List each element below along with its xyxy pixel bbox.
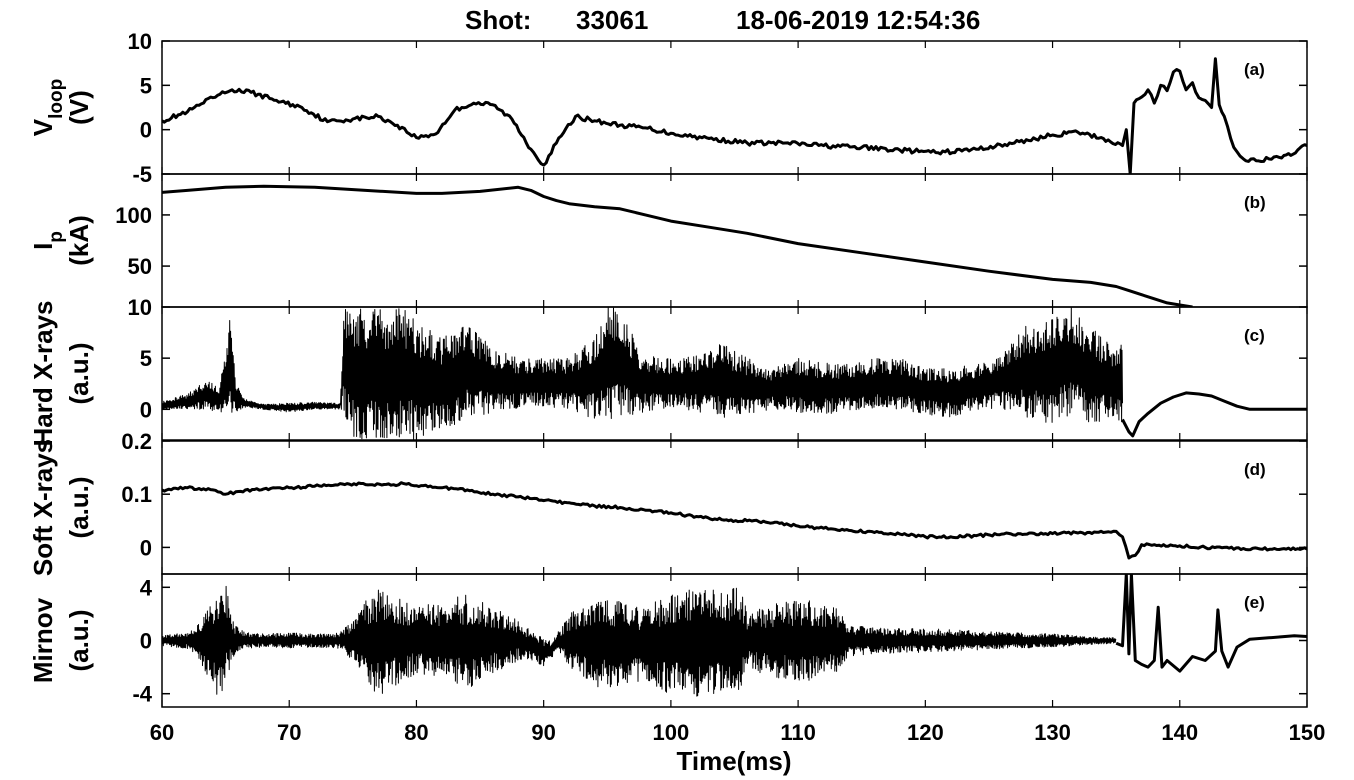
y-axis-unit-c: (a.u.)	[64, 342, 94, 404]
y-tick-label: 100	[115, 203, 152, 228]
y-tick-label: -5	[132, 162, 152, 187]
y-tick-label: 5	[140, 73, 152, 98]
panel-label-d: (d)	[1244, 460, 1266, 479]
panel-label-c: (c)	[1244, 326, 1265, 345]
y-axis-unit-d: (a.u.)	[64, 476, 94, 538]
y-tick-label: 50	[128, 254, 152, 279]
y-axis-label-main: Mirnov	[28, 597, 58, 683]
plot-area	[162, 57, 1307, 174]
y-axis-label-subscript: p	[46, 231, 67, 243]
y-tick-label: 0.2	[121, 429, 152, 454]
x-tick-label: 120	[907, 720, 944, 745]
y-axis-unit-e: (a.u.)	[64, 609, 94, 671]
x-tick-label: 100	[653, 720, 690, 745]
series-line-b	[162, 184, 1193, 307]
series-line-c	[1121, 391, 1307, 438]
y-axis-unit-a: (V)	[64, 90, 94, 125]
y-tick-label: 10	[128, 29, 152, 54]
y-axis-label-c: Hard X-rays	[28, 301, 58, 447]
y-tick-label: 0	[140, 535, 152, 560]
y-axis-label-a: Vloop	[28, 79, 67, 136]
x-tick-label: 150	[1289, 720, 1326, 745]
x-tick-label: 110	[780, 720, 816, 745]
panel-frame	[161, 173, 1308, 308]
x-tick-label: 140	[1161, 720, 1198, 745]
panel-b: 50 100 (b) Ip(kA)	[28, 173, 1308, 308]
y-axis-label-main: V	[28, 118, 58, 136]
x-tick-label: 70	[277, 720, 301, 745]
x-tick-label: 90	[531, 720, 555, 745]
y-axis-unit-b: (kA)	[64, 215, 94, 266]
plot-area	[162, 481, 1307, 560]
y-axis-label-subscript: loop	[46, 79, 67, 119]
signal-trace-e	[162, 585, 1117, 697]
panel-label-a: (a)	[1244, 60, 1265, 79]
plot-area	[162, 184, 1193, 307]
x-axis-label: Time(ms)	[676, 746, 791, 776]
y-tick-label: 0.1	[121, 482, 152, 507]
y-tick-label: 0	[140, 397, 152, 422]
y-axis-label-main: Hard X-rays	[28, 301, 58, 447]
series-line-e	[1115, 574, 1307, 673]
panel-frame	[161, 306, 1308, 441]
y-tick-label: 0	[140, 629, 152, 654]
x-tick-label: 60	[150, 720, 174, 745]
y-tick-label: 10	[128, 295, 152, 320]
panel-label-b: (b)	[1244, 193, 1266, 212]
x-tick-label: 80	[404, 720, 428, 745]
y-tick-label: 4	[140, 575, 153, 600]
y-axis-label-d: Soft X-rays	[28, 439, 58, 576]
panel-stack: -5 0 5 10 (a) Vloop(V) 50 100 (b) Ip(kA) 0 5 10 (c) Ha…	[28, 29, 1308, 708]
y-tick-label: 0	[140, 118, 152, 143]
y-tick-label: -4	[132, 682, 152, 707]
panel-label-e: (e)	[1244, 593, 1265, 612]
panel-c: 0 5 10 (c) Hard X-rays (a.u.)	[28, 295, 1308, 447]
panel-a: -5 0 5 10 (a) Vloop(V)	[28, 29, 1308, 187]
panel-d: 0 0.1 0.2 (d) Soft X-rays (a.u.)	[28, 429, 1308, 576]
plot-area	[162, 574, 1307, 697]
shot-label: Shot:	[465, 5, 531, 35]
panel-e: -4 0 4 (e) Mirnov (a.u.)	[28, 573, 1308, 708]
shot-datetime: 18-06-2019 12:54:36	[736, 5, 980, 35]
signal-trace-c	[162, 307, 1123, 440]
y-tick-label: 5	[140, 346, 152, 371]
shot-number: 33061	[576, 5, 648, 35]
y-axis-label-b: Ip	[28, 231, 67, 250]
series-line-d	[162, 481, 1307, 560]
y-axis-label-e: Mirnov	[28, 597, 58, 683]
plot-area	[162, 307, 1307, 440]
y-axis-label-main: Soft X-rays	[28, 439, 58, 576]
y-axis-label-main: I	[28, 243, 58, 250]
x-tick-label: 130	[1034, 720, 1071, 745]
series-line-a	[162, 57, 1307, 174]
x-axis: 60 70 80 90 100 110 120 130 140 150	[150, 720, 1326, 745]
